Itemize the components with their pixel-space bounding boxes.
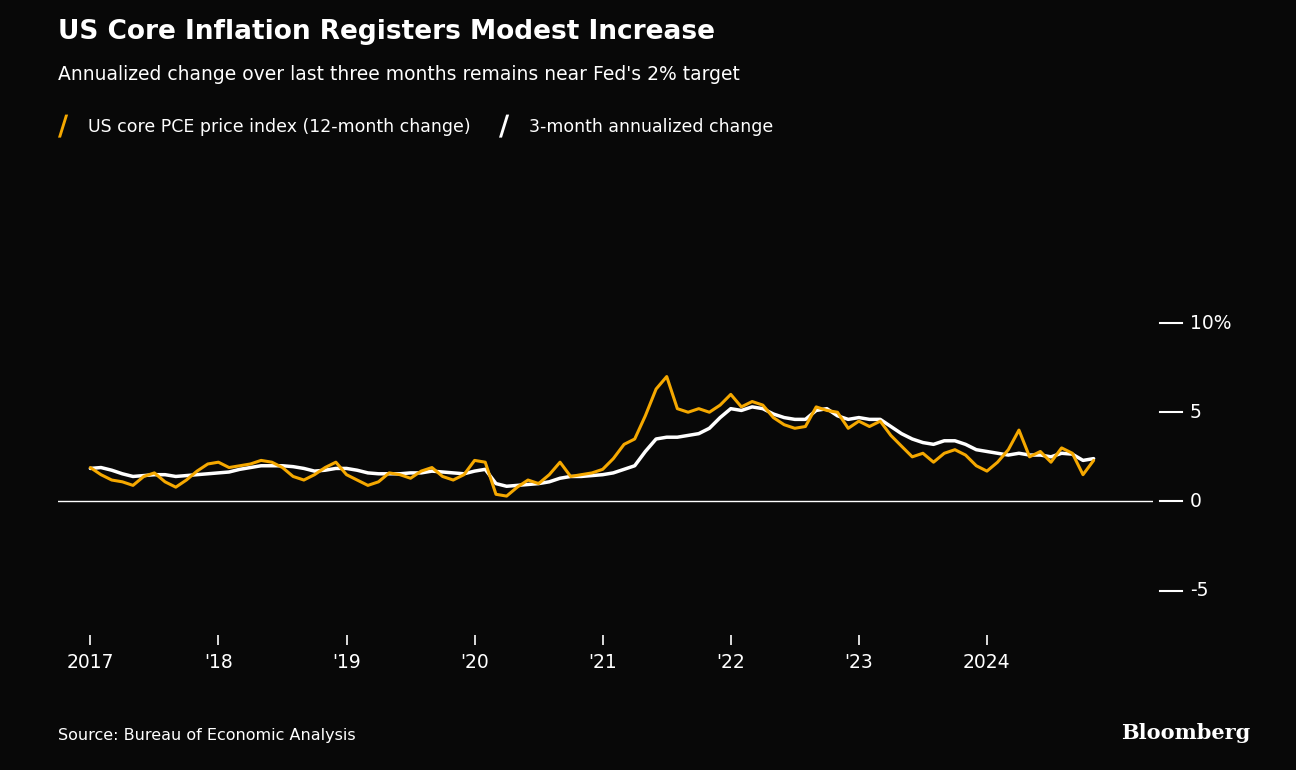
Text: US core PCE price index (12-month change): US core PCE price index (12-month change… [88, 118, 470, 136]
Text: ∕: ∕ [499, 113, 509, 141]
Text: Bloomberg: Bloomberg [1121, 723, 1251, 743]
Text: -5: -5 [1190, 581, 1208, 600]
Text: 0: 0 [1190, 492, 1201, 511]
Text: 3-month annualized change: 3-month annualized change [529, 118, 772, 136]
Text: US Core Inflation Registers Modest Increase: US Core Inflation Registers Modest Incre… [58, 19, 715, 45]
Text: 10%: 10% [1190, 313, 1231, 333]
Text: Source: Bureau of Economic Analysis: Source: Bureau of Economic Analysis [58, 728, 356, 743]
Text: ∕: ∕ [58, 113, 69, 141]
Text: 5: 5 [1190, 403, 1201, 422]
Text: Annualized change over last three months remains near Fed's 2% target: Annualized change over last three months… [58, 65, 740, 85]
